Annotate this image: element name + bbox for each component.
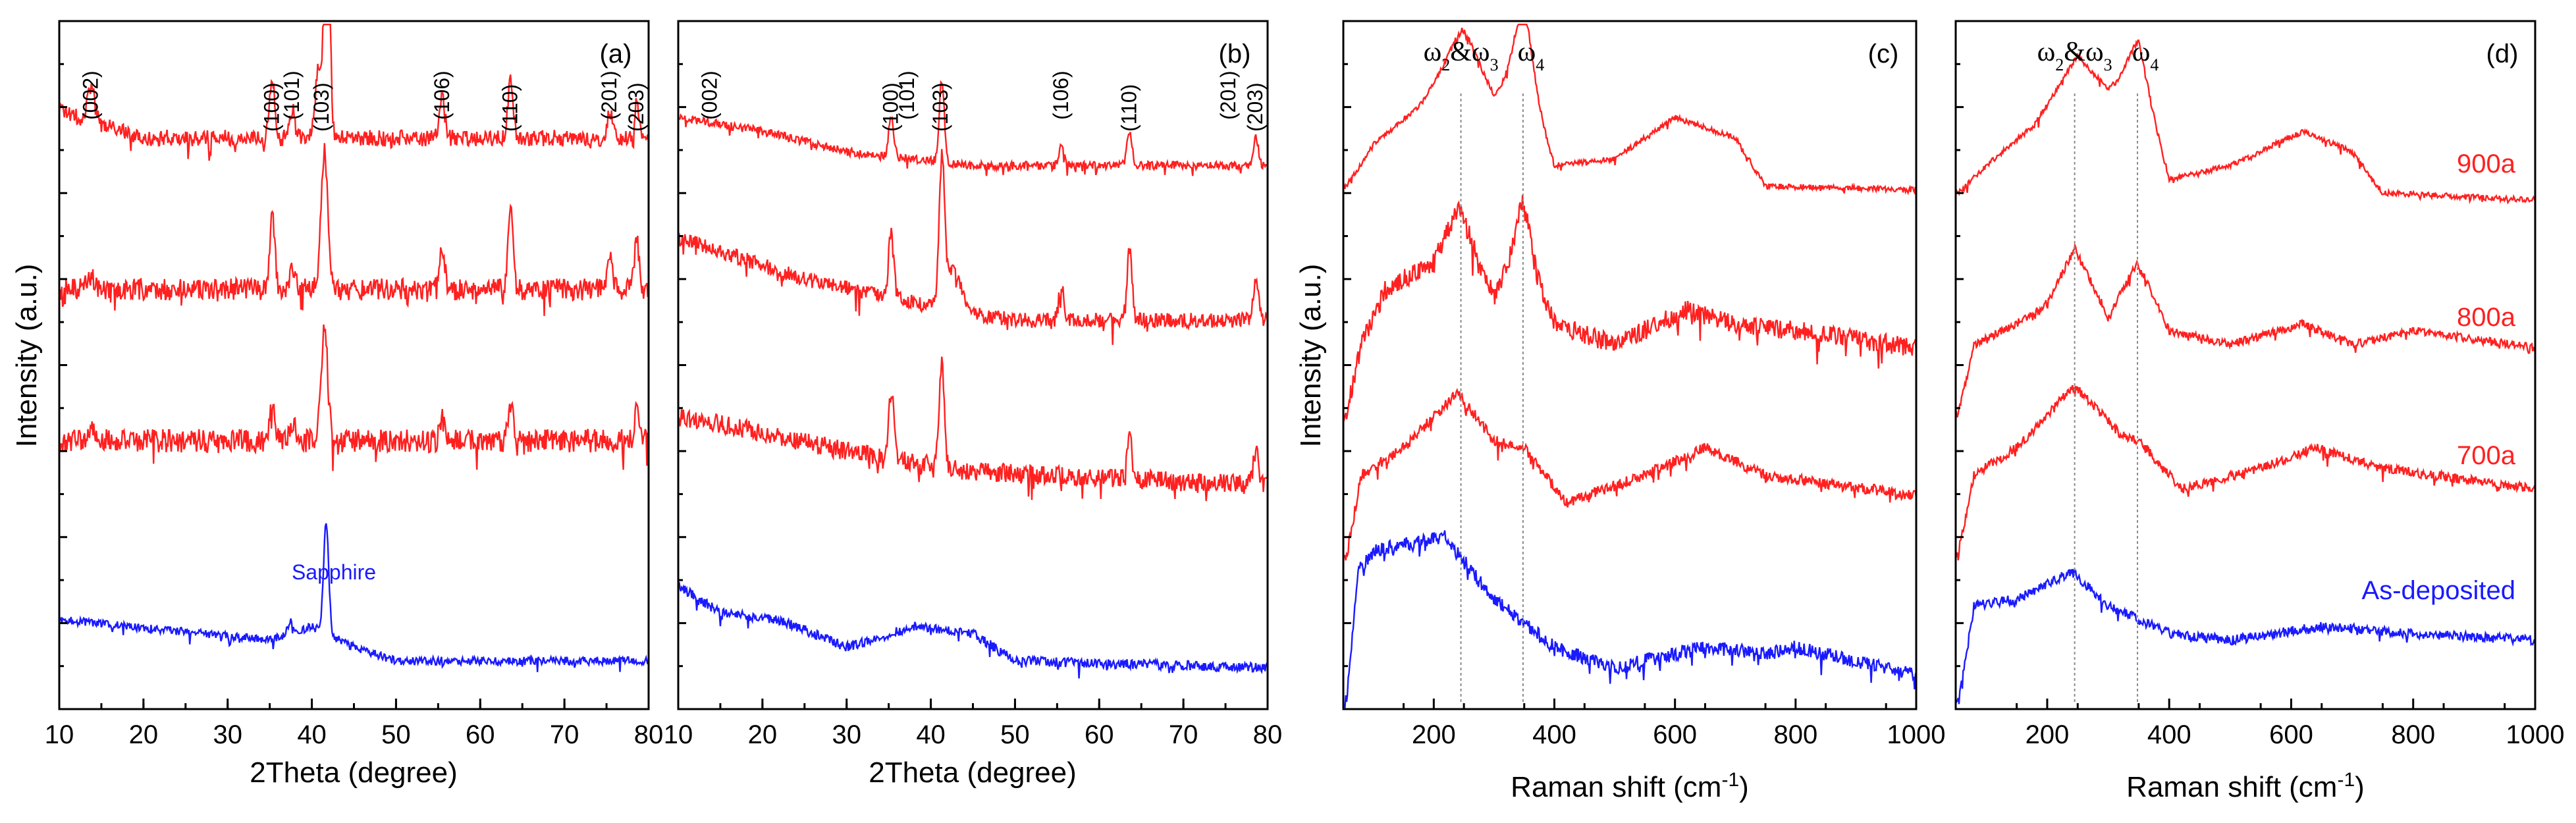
x-axis-title-main: Raman shift (cm bbox=[1511, 771, 1721, 803]
series-label-as-deposited: As-deposited bbox=[2362, 576, 2515, 605]
peak-label: (101) bbox=[280, 70, 304, 120]
x-tick-label: 70 bbox=[550, 720, 579, 749]
series-label-800a: 800a bbox=[2457, 303, 2516, 332]
y-axis-title-xrd: Intensity (a.u.) bbox=[11, 264, 43, 448]
plot-frame bbox=[1954, 20, 2536, 710]
peak-label: (103) bbox=[928, 82, 952, 132]
x-tick-label: 70 bbox=[1169, 720, 1198, 749]
series-line-annealed-1 bbox=[1342, 24, 1918, 196]
x-tick-label: 40 bbox=[297, 720, 327, 749]
peak-label: (201) bbox=[597, 70, 621, 120]
x-axis-title-sup: -1 bbox=[1721, 769, 1739, 791]
peak-label: (110) bbox=[1117, 84, 1140, 132]
series-line-as-deposited bbox=[1343, 530, 1918, 710]
x-tick-label: 60 bbox=[466, 720, 495, 749]
panel-d-raman: 200 400 600 800 1000 ω2&ω3 ω4 Raman shift (cm-… bbox=[1954, 20, 2565, 804]
series-line-As-deposited bbox=[1954, 568, 2536, 704]
x-tick-label: 20 bbox=[748, 720, 778, 749]
plot-frame bbox=[58, 20, 650, 710]
peak-label: (100) bbox=[259, 82, 283, 132]
panel-label: (d) bbox=[2486, 40, 2519, 68]
x-tick-label: 30 bbox=[213, 720, 242, 749]
series-line-annealed-3 bbox=[677, 356, 1269, 502]
series-line-annealed-1 bbox=[678, 80, 1268, 176]
peak-label: (203) bbox=[624, 82, 648, 132]
mode-label: ω2&ω3 bbox=[1424, 37, 1499, 74]
series-line-as-deposited bbox=[58, 523, 650, 672]
x-tick-label: 10 bbox=[45, 720, 74, 749]
peak-label: (106) bbox=[430, 70, 454, 120]
series-label-900a: 900a bbox=[2457, 149, 2516, 178]
peak-label: (100) bbox=[878, 82, 902, 132]
series-label-700a: 700a bbox=[2457, 441, 2516, 470]
series-line-annealed-2 bbox=[1342, 195, 1918, 423]
panel-label: (a) bbox=[600, 40, 632, 68]
panel-a-xrd: 10 20 30 40 50 60 70 80 (002) (100)(101) (103) (106… bbox=[45, 20, 664, 789]
x-tick-label: 60 bbox=[1085, 720, 1114, 749]
x-tick-label: 10 bbox=[664, 720, 693, 749]
panel-b-xrd: 10 20 30 40 50 60 70 80 (002) (100)(101) (103) (106… bbox=[664, 20, 1283, 789]
peak-label: (101) bbox=[895, 70, 919, 120]
peak-label: (203) bbox=[1243, 82, 1267, 132]
x-tick-label: 800 bbox=[1773, 720, 1817, 749]
mode-label: ω4 bbox=[1518, 37, 1545, 74]
x-tick-label: 40 bbox=[916, 720, 946, 749]
series-line-annealed-3 bbox=[58, 324, 649, 471]
x-axis-title-main: Raman shift (cm bbox=[2126, 771, 2337, 803]
x-axis-title: Raman shift (cm-1) bbox=[1511, 769, 1749, 804]
x-tick-label: 1000 bbox=[2506, 720, 2565, 749]
x-tick-label: 80 bbox=[1253, 720, 1283, 749]
x-tick-label: 200 bbox=[2026, 720, 2070, 749]
series-line-700a bbox=[1954, 385, 2536, 561]
x-tick-label: 600 bbox=[2269, 720, 2313, 749]
x-tick-label: 200 bbox=[1412, 720, 1456, 749]
x-tick-label: 30 bbox=[832, 720, 861, 749]
x-tick-label: 600 bbox=[1653, 720, 1697, 749]
panel-label: (b) bbox=[1219, 40, 1251, 68]
peak-label: (002) bbox=[698, 70, 722, 120]
x-tick-label: 80 bbox=[634, 720, 664, 749]
mode-label: ω2&ω3 bbox=[2037, 37, 2112, 74]
peak-label: (110) bbox=[498, 84, 522, 132]
peak-label: (106) bbox=[1049, 70, 1073, 120]
panel-label: (c) bbox=[1868, 40, 1899, 68]
x-tick-label: 400 bbox=[2147, 720, 2191, 749]
x-axis-title: 2Theta (degree) bbox=[869, 757, 1077, 789]
y-axis-title-raman: Intensity (a.u.) bbox=[1295, 264, 1327, 448]
x-axis-title: Raman shift (cm-1) bbox=[2126, 769, 2365, 804]
x-axis-title-end: ) bbox=[1739, 771, 1749, 803]
x-axis-title-sup: -1 bbox=[2337, 769, 2355, 791]
x-tick-label: 50 bbox=[1000, 720, 1030, 749]
peak-label: (002) bbox=[79, 70, 103, 120]
series-line-as-deposited bbox=[677, 581, 1269, 679]
x-axis-title-end: ) bbox=[2355, 771, 2365, 803]
series-line-annealed-2 bbox=[58, 143, 650, 316]
x-axis-title: 2Theta (degree) bbox=[250, 757, 458, 789]
mode-label: ω4 bbox=[2132, 37, 2159, 74]
series-line-800a bbox=[1954, 242, 2536, 418]
series-line-900a bbox=[1954, 39, 2536, 205]
substrate-label: Sapphire bbox=[292, 560, 376, 584]
x-tick-label: 50 bbox=[381, 720, 411, 749]
plot-frame bbox=[677, 20, 1269, 710]
panel-c-raman: 200 400 600 800 1000 ω2&ω3 ω4 Raman shift (cm-… bbox=[1342, 20, 1946, 804]
plot-frame bbox=[1342, 20, 1918, 710]
series-line-annealed-2 bbox=[677, 149, 1269, 345]
x-tick-label: 1000 bbox=[1887, 720, 1946, 749]
series-line-annealed-3 bbox=[1342, 388, 1918, 561]
peak-label: (201) bbox=[1216, 70, 1240, 120]
series-line-annealed-1 bbox=[58, 24, 650, 161]
x-tick-label: 20 bbox=[129, 720, 159, 749]
x-tick-label: 800 bbox=[2391, 720, 2435, 749]
peak-label: (103) bbox=[309, 82, 333, 132]
x-tick-label: 400 bbox=[1532, 720, 1576, 749]
